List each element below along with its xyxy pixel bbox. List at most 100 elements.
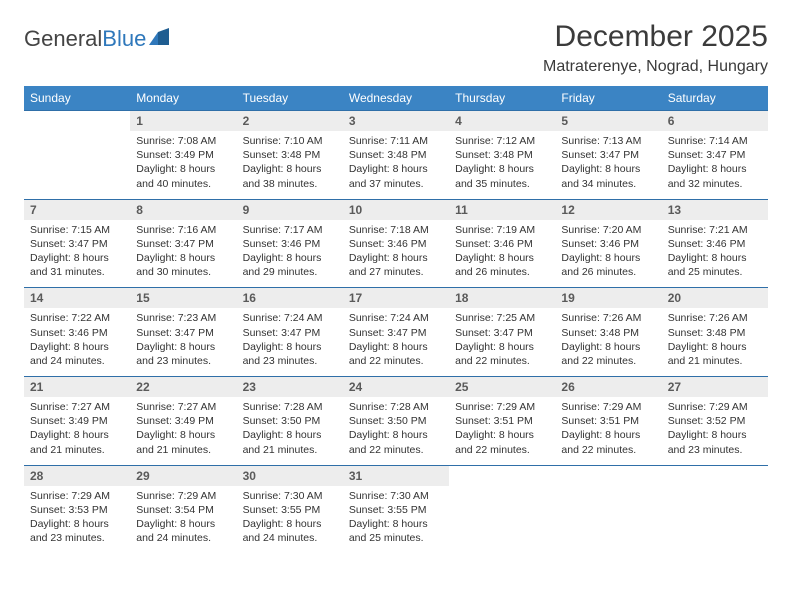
sunrise-label: Sunrise: 7:30 AM <box>243 489 337 503</box>
sunset-label: Sunset: 3:47 PM <box>349 326 443 340</box>
calendar-day-cell: 29Sunrise: 7:29 AMSunset: 3:54 PMDayligh… <box>130 465 236 553</box>
day-content: Sunrise: 7:25 AMSunset: 3:47 PMDaylight:… <box>449 308 555 376</box>
sunset-label: Sunset: 3:52 PM <box>668 414 762 428</box>
daylight-label: Daylight: 8 hours and 22 minutes. <box>455 428 549 456</box>
sunset-label: Sunset: 3:47 PM <box>243 326 337 340</box>
sunrise-label: Sunrise: 7:29 AM <box>668 400 762 414</box>
sunrise-label: Sunrise: 7:26 AM <box>668 311 762 325</box>
sunset-label: Sunset: 3:49 PM <box>136 414 230 428</box>
sunrise-label: Sunrise: 7:26 AM <box>561 311 655 325</box>
sunrise-label: Sunrise: 7:12 AM <box>455 134 549 148</box>
daylight-label: Daylight: 8 hours and 21 minutes. <box>30 428 124 456</box>
sunset-label: Sunset: 3:47 PM <box>136 237 230 251</box>
sunset-label: Sunset: 3:47 PM <box>136 326 230 340</box>
day-number-empty <box>24 111 130 131</box>
daylight-label: Daylight: 8 hours and 35 minutes. <box>455 162 549 190</box>
day-number: 23 <box>237 377 343 397</box>
sunset-label: Sunset: 3:46 PM <box>30 326 124 340</box>
sunrise-label: Sunrise: 7:23 AM <box>136 311 230 325</box>
calendar-week-row: 14Sunrise: 7:22 AMSunset: 3:46 PMDayligh… <box>24 288 768 377</box>
sunrise-label: Sunrise: 7:15 AM <box>30 223 124 237</box>
sunrise-label: Sunrise: 7:28 AM <box>243 400 337 414</box>
weekday-thu: Thursday <box>449 86 555 111</box>
daylight-label: Daylight: 8 hours and 31 minutes. <box>30 251 124 279</box>
calendar-day-cell: 6Sunrise: 7:14 AMSunset: 3:47 PMDaylight… <box>662 111 768 200</box>
calendar-day-cell: 4Sunrise: 7:12 AMSunset: 3:48 PMDaylight… <box>449 111 555 200</box>
daylight-label: Daylight: 8 hours and 22 minutes. <box>561 428 655 456</box>
daylight-label: Daylight: 8 hours and 25 minutes. <box>668 251 762 279</box>
day-number: 14 <box>24 288 130 308</box>
day-content: Sunrise: 7:22 AMSunset: 3:46 PMDaylight:… <box>24 308 130 376</box>
day-number: 3 <box>343 111 449 131</box>
day-content: Sunrise: 7:12 AMSunset: 3:48 PMDaylight:… <box>449 131 555 199</box>
day-number: 9 <box>237 200 343 220</box>
daylight-label: Daylight: 8 hours and 23 minutes. <box>30 517 124 545</box>
day-content: Sunrise: 7:28 AMSunset: 3:50 PMDaylight:… <box>237 397 343 465</box>
day-number: 4 <box>449 111 555 131</box>
day-number: 16 <box>237 288 343 308</box>
calendar-week-row: 21Sunrise: 7:27 AMSunset: 3:49 PMDayligh… <box>24 377 768 466</box>
daylight-label: Daylight: 8 hours and 25 minutes. <box>349 517 443 545</box>
sunrise-label: Sunrise: 7:13 AM <box>561 134 655 148</box>
sunset-label: Sunset: 3:50 PM <box>243 414 337 428</box>
sunrise-label: Sunrise: 7:18 AM <box>349 223 443 237</box>
sunrise-label: Sunrise: 7:19 AM <box>455 223 549 237</box>
sunrise-label: Sunrise: 7:10 AM <box>243 134 337 148</box>
calendar-day-cell: 8Sunrise: 7:16 AMSunset: 3:47 PMDaylight… <box>130 199 236 288</box>
daylight-label: Daylight: 8 hours and 22 minutes. <box>349 428 443 456</box>
day-content: Sunrise: 7:15 AMSunset: 3:47 PMDaylight:… <box>24 220 130 288</box>
day-content: Sunrise: 7:23 AMSunset: 3:47 PMDaylight:… <box>130 308 236 376</box>
day-number-empty <box>662 466 768 486</box>
daylight-label: Daylight: 8 hours and 24 minutes. <box>243 517 337 545</box>
weekday-row: Sunday Monday Tuesday Wednesday Thursday… <box>24 86 768 111</box>
sunrise-label: Sunrise: 7:29 AM <box>136 489 230 503</box>
weekday-mon: Monday <box>130 86 236 111</box>
sunrise-label: Sunrise: 7:08 AM <box>136 134 230 148</box>
day-content: Sunrise: 7:14 AMSunset: 3:47 PMDaylight:… <box>662 131 768 199</box>
sunrise-label: Sunrise: 7:29 AM <box>561 400 655 414</box>
day-number: 21 <box>24 377 130 397</box>
day-content: Sunrise: 7:30 AMSunset: 3:55 PMDaylight:… <box>237 486 343 554</box>
sunrise-label: Sunrise: 7:30 AM <box>349 489 443 503</box>
calendar-day-cell: 2Sunrise: 7:10 AMSunset: 3:48 PMDaylight… <box>237 111 343 200</box>
sunrise-label: Sunrise: 7:25 AM <box>455 311 549 325</box>
day-number-empty <box>555 466 661 486</box>
sunrise-label: Sunrise: 7:11 AM <box>349 134 443 148</box>
calendar-day-cell: 10Sunrise: 7:18 AMSunset: 3:46 PMDayligh… <box>343 199 449 288</box>
calendar-page: GeneralBlue December 2025 Matraterenye, … <box>0 0 792 573</box>
day-number: 10 <box>343 200 449 220</box>
day-number: 18 <box>449 288 555 308</box>
calendar-day-cell: 3Sunrise: 7:11 AMSunset: 3:48 PMDaylight… <box>343 111 449 200</box>
day-content: Sunrise: 7:26 AMSunset: 3:48 PMDaylight:… <box>555 308 661 376</box>
day-content: Sunrise: 7:29 AMSunset: 3:51 PMDaylight:… <box>449 397 555 465</box>
daylight-label: Daylight: 8 hours and 34 minutes. <box>561 162 655 190</box>
calendar-day-cell: 7Sunrise: 7:15 AMSunset: 3:47 PMDaylight… <box>24 199 130 288</box>
calendar-day-cell: 9Sunrise: 7:17 AMSunset: 3:46 PMDaylight… <box>237 199 343 288</box>
weekday-sat: Saturday <box>662 86 768 111</box>
day-content: Sunrise: 7:08 AMSunset: 3:49 PMDaylight:… <box>130 131 236 199</box>
sunset-label: Sunset: 3:49 PM <box>30 414 124 428</box>
sunset-label: Sunset: 3:48 PM <box>668 326 762 340</box>
calendar-day-cell: 16Sunrise: 7:24 AMSunset: 3:47 PMDayligh… <box>237 288 343 377</box>
calendar-body: 1Sunrise: 7:08 AMSunset: 3:49 PMDaylight… <box>24 111 768 554</box>
calendar-day-cell: 5Sunrise: 7:13 AMSunset: 3:47 PMDaylight… <box>555 111 661 200</box>
daylight-label: Daylight: 8 hours and 24 minutes. <box>136 517 230 545</box>
daylight-label: Daylight: 8 hours and 24 minutes. <box>30 340 124 368</box>
calendar-day-cell: 13Sunrise: 7:21 AMSunset: 3:46 PMDayligh… <box>662 199 768 288</box>
sunset-label: Sunset: 3:55 PM <box>349 503 443 517</box>
page-title: December 2025 <box>543 20 768 54</box>
day-number: 15 <box>130 288 236 308</box>
calendar-week-row: 7Sunrise: 7:15 AMSunset: 3:47 PMDaylight… <box>24 199 768 288</box>
calendar-day-cell: 27Sunrise: 7:29 AMSunset: 3:52 PMDayligh… <box>662 377 768 466</box>
sunrise-label: Sunrise: 7:24 AM <box>349 311 443 325</box>
sunset-label: Sunset: 3:47 PM <box>561 148 655 162</box>
day-number: 19 <box>555 288 661 308</box>
sunset-label: Sunset: 3:51 PM <box>455 414 549 428</box>
day-number: 29 <box>130 466 236 486</box>
day-number: 24 <box>343 377 449 397</box>
day-content: Sunrise: 7:27 AMSunset: 3:49 PMDaylight:… <box>24 397 130 465</box>
day-number: 30 <box>237 466 343 486</box>
sunset-label: Sunset: 3:47 PM <box>668 148 762 162</box>
daylight-label: Daylight: 8 hours and 21 minutes. <box>243 428 337 456</box>
calendar-day-cell: 25Sunrise: 7:29 AMSunset: 3:51 PMDayligh… <box>449 377 555 466</box>
